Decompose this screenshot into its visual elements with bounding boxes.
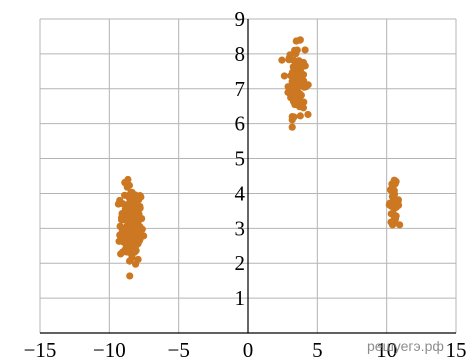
data-point-cluster-2 [296,36,304,44]
data-point-cluster-2 [280,72,288,80]
x-tick-label: 10 [376,338,397,361]
data-point-cluster-3 [396,221,404,229]
data-point-cluster-1 [117,213,126,222]
data-point-cluster-3 [386,186,395,194]
data-point-cluster-2 [301,46,309,54]
y-tick-label: 3 [235,216,246,240]
data-point-cluster-2 [304,81,312,89]
data-point-cluster-1 [128,193,136,202]
data-point-cluster-1 [123,201,131,209]
data-point-cluster-1 [136,192,144,200]
y-tick-label: 6 [235,112,246,136]
axes [40,19,456,334]
data-point-cluster-1 [127,233,135,242]
data-point-cluster-2 [296,112,304,120]
data-point-cluster-2 [296,69,305,77]
data-point-cluster-2 [292,50,300,58]
y-tick-label: 4 [235,181,246,205]
x-tick-labels: −15 −10 −5 0 5 10 15 [24,338,467,361]
data-point-cluster-1 [114,200,123,208]
y-tick-label: 8 [235,42,246,66]
data-point-cluster-1 [128,254,136,262]
data-point-cluster-2 [290,113,298,121]
watermark: решуегэ.рф [367,338,444,354]
x-tick-label: −15 [24,338,57,361]
data-point-cluster-2 [288,123,296,131]
data-point-cluster-2 [293,97,301,106]
data-point-cluster-1 [126,272,134,280]
x-tick-label: 0 [243,338,254,361]
y-tick-label: 7 [235,77,246,101]
data-point-cluster-1 [121,178,129,187]
x-tick-label: 15 [446,338,467,361]
data-point-cluster-1 [131,260,140,268]
x-tick-label: −5 [167,338,189,361]
data-point-cluster-2 [278,56,286,64]
data-point-cluster-1 [115,237,123,245]
data-point-cluster-3 [391,180,399,188]
y-tick-label: 5 [235,147,246,171]
data-point-cluster-3 [391,215,399,224]
data-point-cluster-2 [288,68,297,77]
data-point-cluster-3 [387,210,395,218]
data-point-cluster-3 [394,196,402,204]
y-tick-label: 2 [235,251,246,275]
data-point-cluster-2 [289,80,297,88]
data-points [114,36,404,280]
y-tick-labels: 1 2 3 4 5 6 7 8 9 [235,7,246,310]
data-point-cluster-2 [304,110,312,119]
y-tick-label: 9 [235,7,246,31]
x-tick-label: −10 [93,338,126,361]
data-point-cluster-1 [140,232,148,240]
data-point-cluster-2 [299,104,308,112]
data-point-cluster-2 [285,54,293,62]
y-tick-label: 1 [235,286,246,310]
data-point-cluster-1 [134,227,142,236]
data-point-cluster-1 [121,246,129,254]
data-point-cluster-1 [129,207,137,215]
data-point-cluster-1 [127,218,135,226]
data-point-cluster-2 [298,80,306,88]
x-tick-label: 5 [312,338,323,361]
data-point-cluster-1 [130,247,138,255]
data-point-cluster-3 [392,203,400,212]
